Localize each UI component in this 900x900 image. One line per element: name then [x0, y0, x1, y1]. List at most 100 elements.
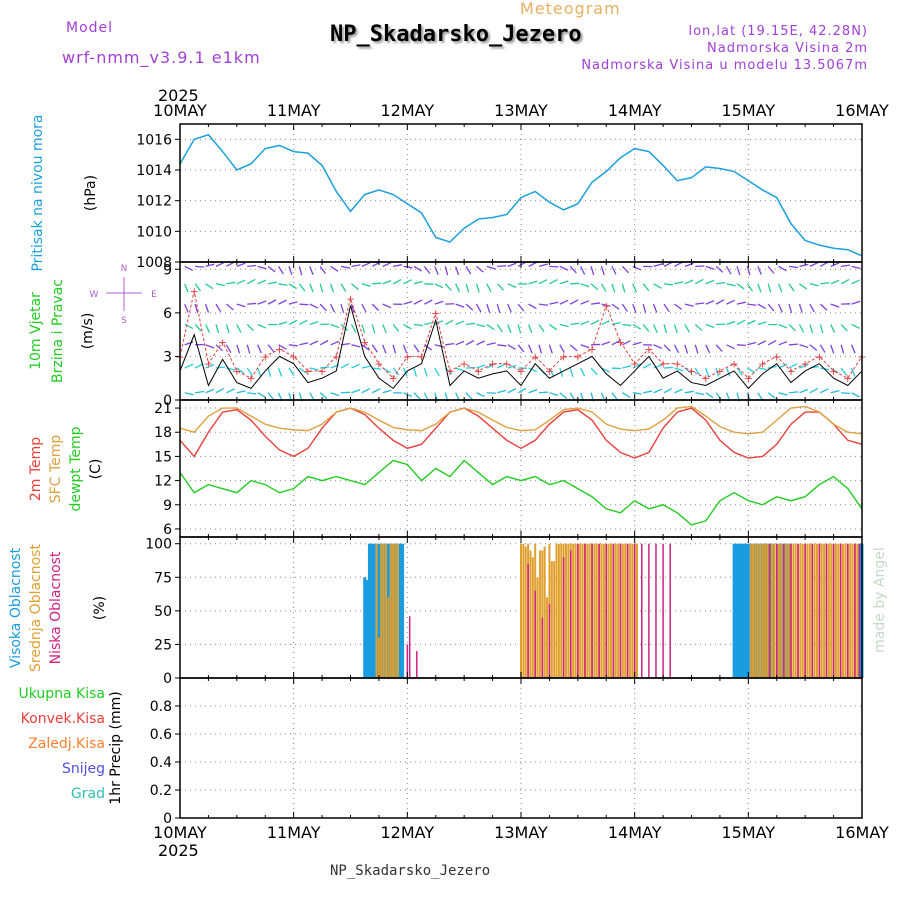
wind-barb: [288, 344, 298, 347]
y-tick-label: 0.2: [150, 783, 172, 799]
wind-gust-marker: +: [261, 350, 270, 363]
wind-barb: [497, 344, 507, 347]
wind-barb: [465, 392, 473, 400]
wind-barb: [601, 341, 611, 346]
wind-barb: [226, 261, 235, 267]
wind-barb: [507, 324, 512, 334]
mid-cloud-bar: [754, 543, 757, 678]
wind-barb: [621, 303, 628, 312]
model-name: wrf-nmm_v3.9.1 e1km: [62, 48, 261, 67]
wind-barb: [393, 264, 403, 267]
wind-barb: [694, 278, 704, 285]
wind-barb: [320, 366, 330, 369]
low-cloud-bar: [669, 543, 671, 678]
wind-barb: [840, 324, 848, 332]
wind-barb: [476, 392, 485, 398]
wind-barb: [538, 279, 548, 285]
wind-barb: [705, 367, 710, 377]
wind-barb: [726, 344, 735, 350]
wind-barb: [674, 367, 684, 372]
wind-barb: [705, 323, 715, 329]
mid-cloud-bar: [593, 543, 596, 678]
wind-barb: [674, 281, 684, 285]
x-tick-label-top: 16MAY: [835, 101, 889, 120]
wind-barb: [257, 344, 262, 354]
wind-barb: [611, 283, 616, 293]
wind-barb: [799, 263, 809, 267]
wind-barb: [319, 339, 329, 346]
mid-cloud-bar: [536, 577, 539, 678]
wind-barb: [611, 266, 617, 275]
wind-barb: [789, 343, 799, 346]
wind-barb: [663, 261, 673, 267]
wind-barb: [476, 364, 486, 369]
low-cloud-bar: [839, 543, 842, 678]
wind-barb: [851, 323, 860, 329]
high-cloud-bar: [363, 577, 367, 678]
mid-cloud-bar: [541, 550, 544, 678]
wind-gust-marker: +: [218, 336, 227, 349]
wind-barb: [840, 367, 847, 376]
wind-barb: [351, 283, 359, 291]
wind-barb: [288, 367, 295, 376]
wind-barb: [423, 367, 428, 377]
high-cloud-bar: [737, 543, 741, 678]
wind-barb: [205, 283, 214, 290]
wind-barb: [247, 302, 257, 305]
mid-cloud-bar: [813, 543, 816, 678]
low-cloud-bar: [783, 543, 785, 678]
wind-barb: [330, 392, 340, 397]
wind-barb: [736, 319, 746, 326]
wind-barb: [538, 324, 545, 333]
wind-barb: [590, 283, 599, 291]
mid-cloud-bar: [759, 543, 762, 678]
wind-barb: [215, 387, 225, 394]
mid-cloud-bar: [531, 557, 534, 678]
wind-barb: [309, 392, 315, 401]
wind-gust-marker: +: [559, 350, 568, 363]
mid-cloud-bar: [394, 543, 397, 678]
wind-barb: [830, 344, 835, 354]
x-tick-label-bottom: 14MAY: [608, 823, 662, 842]
mid-cloud-bar: [778, 543, 781, 678]
y-tick-label: 1008: [136, 255, 172, 271]
mid-cloud-bar: [785, 543, 788, 678]
wind-barb: [299, 303, 309, 306]
model-label: Model: [66, 20, 114, 36]
wind-barb: [309, 340, 319, 346]
wind-barb: [236, 303, 246, 308]
wind-barb: [673, 344, 680, 354]
wind-gust-marker: +: [701, 372, 710, 385]
wind-barb: [611, 392, 618, 401]
wind-barb: [601, 320, 610, 326]
wind-barb: [403, 323, 412, 330]
wind-gust-marker: +: [275, 343, 284, 356]
mid-cloud-bar: [382, 543, 385, 678]
compass-south-label: S: [121, 316, 127, 326]
y-tick-label: 0: [163, 393, 172, 409]
wind-barb: [236, 344, 241, 354]
wind-barb: [736, 344, 746, 346]
wind-barb: [778, 392, 788, 396]
mid-cloud-bar: [581, 543, 584, 678]
wind-barb: [309, 320, 319, 326]
wind-barb: [424, 299, 433, 305]
mid-cloud-bar: [524, 546, 527, 678]
wind-barb: [465, 283, 470, 293]
mid-cloud-bar: [752, 543, 755, 678]
low-cloud-bar: [619, 543, 622, 678]
wind-barb: [559, 323, 569, 328]
footer-station-name: NP_Skadarsko_Jezero: [330, 863, 491, 879]
cloud-axis-unit: (%): [92, 596, 108, 620]
wind-barb: [434, 266, 439, 275]
low-cloud-bar: [811, 543, 814, 678]
wind-barb: [298, 283, 306, 292]
wind-barb: [257, 323, 267, 329]
wind-barb: [486, 283, 492, 293]
wind-barb: [361, 324, 366, 334]
wind-barb: [538, 303, 549, 306]
panel-frame-precipitation: [179, 677, 863, 819]
temp-sfc-line: [179, 405, 863, 435]
wind-barb: [340, 323, 349, 331]
wind-barb: [653, 364, 663, 369]
